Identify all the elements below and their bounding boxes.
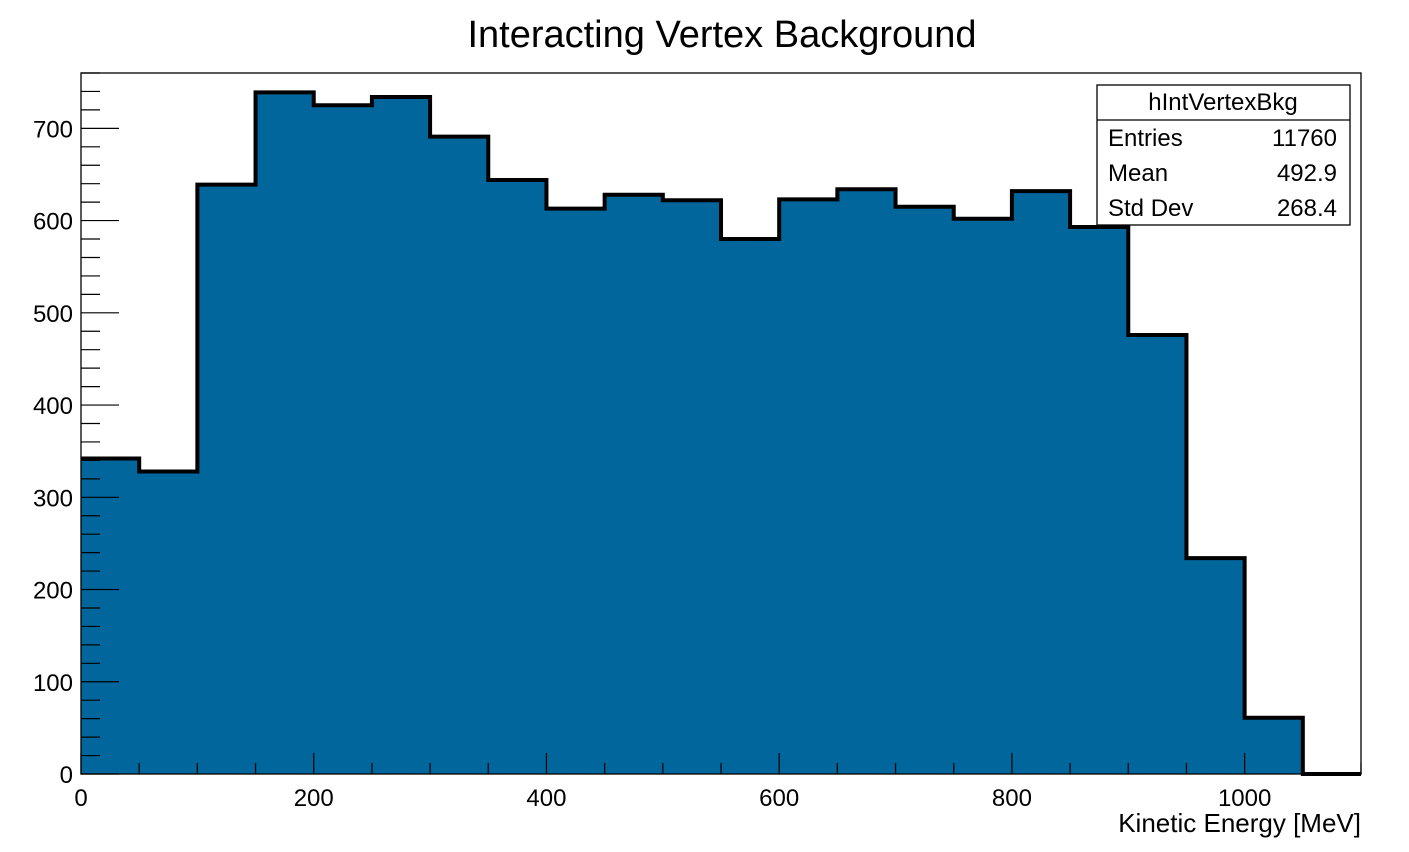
y-tick-label: 400 <box>33 393 73 420</box>
x-tick-label: 200 <box>294 785 334 812</box>
histogram-bar <box>779 199 838 774</box>
x-axis-ticks: 0 200 400 600 800 1000 <box>74 753 1362 812</box>
histogram-bar <box>371 96 431 775</box>
histogram-bar <box>1128 334 1187 774</box>
y-tick-label: 500 <box>33 301 73 328</box>
y-axis-ticks: 0 100 200 300 400 500 600 700 <box>33 72 119 789</box>
histogram-bar <box>604 194 664 774</box>
x-tick-label: 1000 <box>1218 785 1271 812</box>
histogram-bar <box>895 206 955 775</box>
y-tick-label: 700 <box>33 116 73 143</box>
histogram-outline <box>81 90 1361 776</box>
x-tick-label: 400 <box>526 785 566 812</box>
y-tick-label: 300 <box>33 485 73 512</box>
histogram-bar <box>1186 558 1246 774</box>
x-tick-label: 800 <box>992 785 1032 812</box>
histogram-bar <box>197 184 257 775</box>
stats-box-name: hIntVertexBkg <box>1148 89 1297 116</box>
histogram-bar <box>430 136 489 774</box>
y-tick-label: 0 <box>60 762 73 789</box>
stats-stddev-label: Std Dev <box>1108 195 1193 222</box>
histogram-bar <box>313 105 373 774</box>
histogram-bar <box>662 200 722 774</box>
histogram-bar <box>546 208 606 775</box>
histogram-bar <box>139 471 198 774</box>
stats-box-frame <box>1096 84 1351 226</box>
stats-entries-label: Entries <box>1108 125 1183 152</box>
histogram-bar <box>721 239 780 775</box>
histogram-bar <box>1011 191 1071 774</box>
stats-stddev-value: 268.4 <box>1277 195 1337 222</box>
y-tick-label: 100 <box>33 670 73 697</box>
y-tick-label: 600 <box>33 209 73 236</box>
histogram-bar <box>81 458 140 774</box>
histogram-bar <box>1070 227 1129 774</box>
stats-entries-value: 11760 <box>1272 125 1337 152</box>
histogram-bar <box>837 189 897 775</box>
x-tick-label: 0 <box>74 785 87 812</box>
x-axis-title: Kinetic Energy [MeV] <box>1118 808 1361 838</box>
stats-mean-value: 492.9 <box>1277 160 1337 187</box>
stats-box: hIntVertexBkg Entries 11760 Mean 492.9 S… <box>1096 84 1351 226</box>
x-tick-label: 600 <box>759 785 799 812</box>
chart-title: Interacting Vertex Background <box>467 14 976 56</box>
histogram-bar <box>1244 717 1304 774</box>
y-tick-label: 200 <box>33 578 73 605</box>
histogram-bar <box>953 218 1013 775</box>
stats-mean-label: Mean <box>1108 160 1168 187</box>
histogram-bar <box>488 179 547 774</box>
histogram-bars <box>81 92 1304 775</box>
histogram-bar <box>255 92 315 774</box>
